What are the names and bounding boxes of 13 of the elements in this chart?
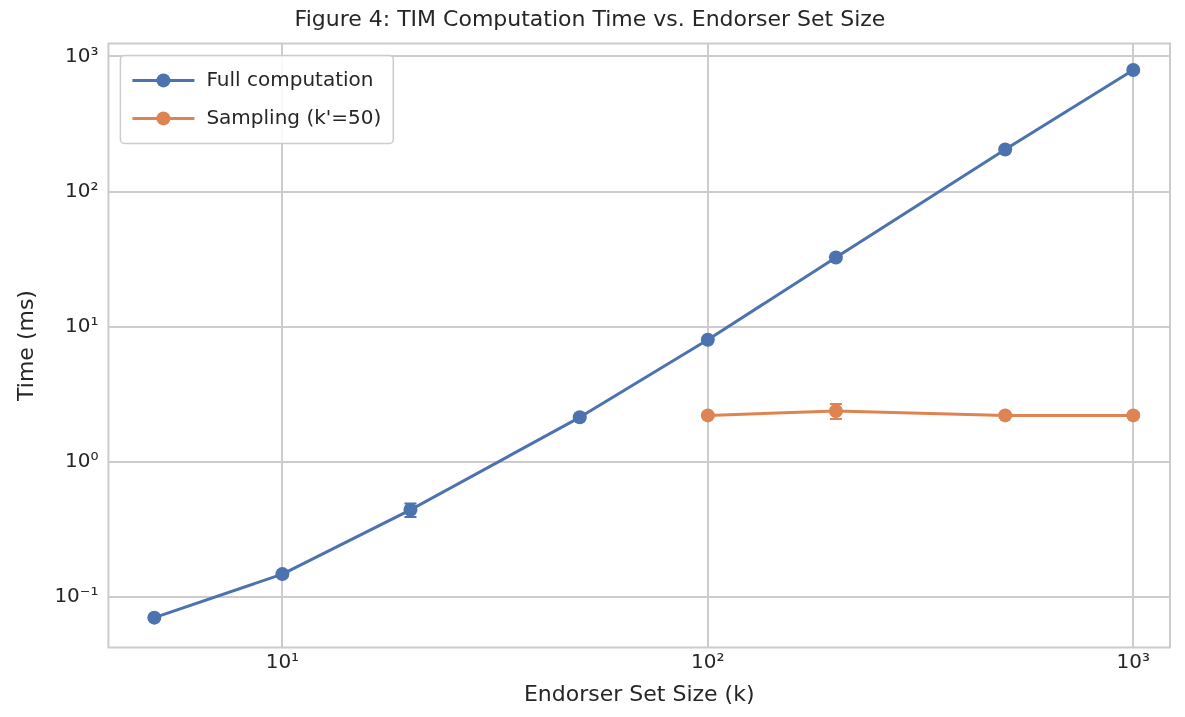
x-tick-label: 10¹	[265, 648, 300, 673]
y-tick-label: 10⁰	[64, 447, 99, 472]
legend-label: Full computation	[206, 66, 374, 91]
chart-title: Figure 4: TIM Computation Time vs. Endorser Set Size	[294, 5, 886, 31]
x-axis-title: Endorser Set Size (k)	[523, 680, 755, 706]
x-tick-label: 10³	[1116, 648, 1150, 673]
x-tick-label: 10²	[691, 648, 725, 673]
y-tick-label: 10¹	[64, 312, 99, 337]
y-tick-label: 10²	[64, 177, 99, 202]
y-axis-title: Time (ms)	[12, 290, 38, 402]
y-tick-label: 10³	[64, 42, 99, 67]
legend-label: Sampling (k'=50)	[206, 104, 382, 129]
y-tick-label: 10⁻¹	[54, 582, 99, 607]
